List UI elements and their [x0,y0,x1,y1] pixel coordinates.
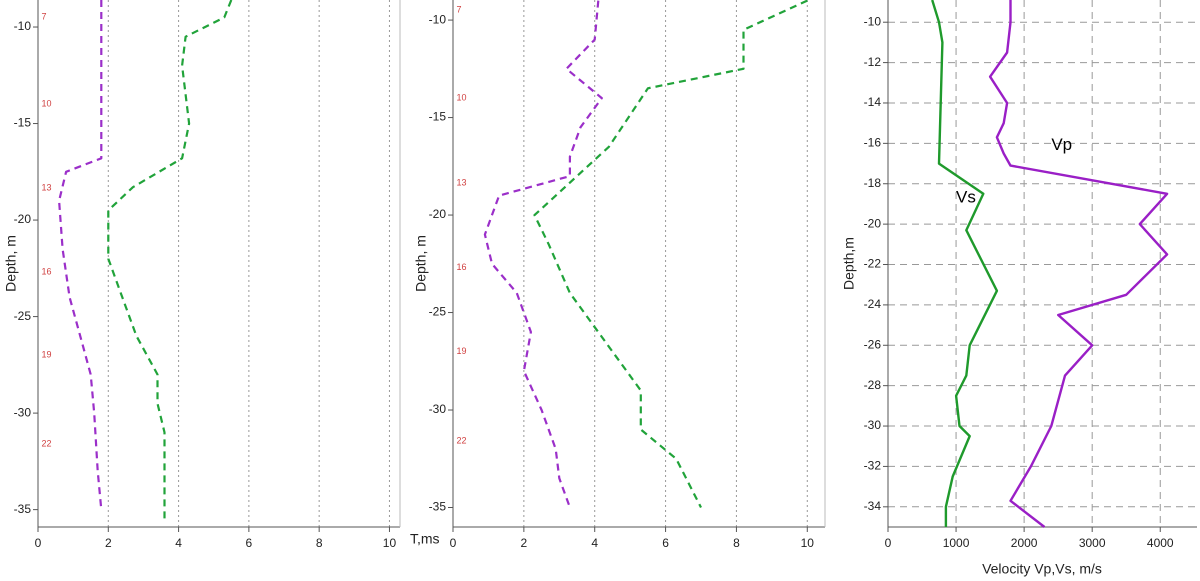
x-tick-label: 6 [246,536,253,550]
y-tick-label: -35 [14,502,32,516]
series-line [533,0,808,508]
y-tick-label: -15 [14,116,32,130]
y-tick-label: -28 [864,378,882,392]
y-tick-label: -30 [864,418,882,432]
annotation: 22 [42,438,52,448]
y-tick-label: -10 [429,12,447,26]
x-tick-label: 6 [662,536,669,550]
y-tick-label: -20 [429,207,447,221]
x-tick-label: 10 [801,536,815,550]
x-axis-label: T,ms [410,531,440,547]
y-tick-label: -14 [864,95,882,109]
x-tick-label: 2 [105,536,112,550]
y-tick-label: -10 [14,19,32,33]
annotation: 16 [457,262,467,272]
x-tick-label: 1000 [943,536,970,550]
x-tick-label: 2000 [1011,536,1038,550]
y-tick-label: -30 [14,405,32,419]
x-axis-label: Velocity Vp,Vs, m/s [982,561,1102,577]
series-line [931,0,999,527]
x-tick-label: 0 [35,536,42,550]
y-tick-label: -25 [429,305,447,319]
x-tick-label: 0 [450,536,457,550]
y-axis-label: Depth, m [3,235,19,292]
series-line [107,0,233,520]
annotation: 13 [42,183,52,193]
y-axis-label: Depth, m [413,235,429,292]
x-tick-label: 2 [521,536,528,550]
annotation: 13 [457,177,467,187]
annotation: 22 [457,436,467,446]
y-tick-label: -24 [864,297,882,311]
y-tick-label: -12 [864,55,882,69]
x-tick-label: 8 [316,536,323,550]
x-tick-label: 4 [591,536,598,550]
y-tick-label: -16 [864,136,882,150]
annotation: 16 [42,267,52,277]
y-tick-label: -20 [864,216,882,230]
y-axis-label: Depth,m [841,237,857,290]
annotation: 7 [457,5,462,15]
annotation: Vp [1051,135,1072,154]
series-line [988,0,1169,528]
y-tick-label: -20 [14,212,32,226]
y-tick-label: -22 [864,257,882,271]
annotation: 10 [42,99,52,109]
x-tick-label: 4 [175,536,182,550]
series-line [483,0,603,508]
x-tick-label: 3000 [1079,536,1106,550]
y-tick-label: -18 [864,176,882,190]
x-tick-label: 10 [383,536,397,550]
y-tick-label: -34 [864,499,882,513]
y-tick-label: -25 [14,309,32,323]
y-tick-label: -30 [429,402,447,416]
y-tick-label: -10 [864,14,882,28]
series-line [58,0,103,510]
y-tick-label: -35 [429,500,447,514]
annotation: Vs [956,187,976,206]
x-tick-label: 4000 [1147,536,1174,550]
y-tick-label: -32 [864,459,882,473]
annotation: 10 [457,92,467,102]
annotation: 7 [42,12,47,22]
x-tick-label: 0 [885,536,892,550]
x-tick-label: 8 [733,536,740,550]
annotation: 19 [457,346,467,356]
annotation: 19 [42,350,52,360]
y-tick-label: -26 [864,337,882,351]
y-tick-label: -15 [429,110,447,124]
